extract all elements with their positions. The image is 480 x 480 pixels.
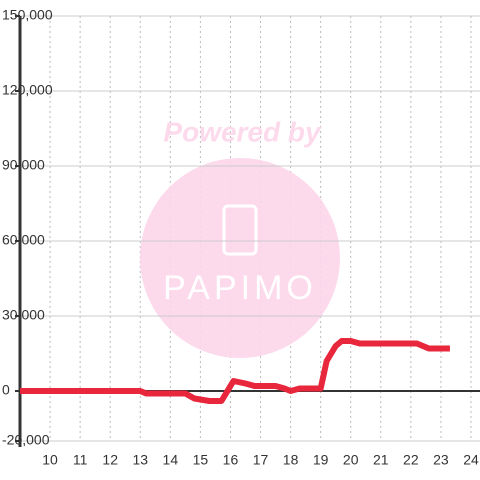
watermark: Powered by PAPIMO [140, 116, 340, 358]
x-tick-label: 17 [253, 452, 269, 468]
watermark-icon [222, 204, 258, 256]
y-tick-label: 120,000 [2, 82, 53, 98]
x-tick-label: 14 [163, 452, 179, 468]
y-tick-label: -20,000 [2, 432, 50, 448]
grid [49, 16, 472, 441]
watermark-logo: PAPIMO [163, 269, 317, 307]
x-tick-label: 16 [223, 452, 239, 468]
y-tick-label: 150,000 [2, 7, 53, 23]
data-line [20, 338, 450, 404]
x-tick-label: 18 [283, 452, 299, 468]
x-tick-label: 15 [193, 452, 209, 468]
y-tick-label: 30,000 [2, 307, 45, 323]
x-tick-label: 22 [403, 452, 419, 468]
x-tick-label: 20 [343, 452, 359, 468]
y-tick-label: 90,000 [2, 157, 45, 173]
x-tick-label: 13 [132, 452, 148, 468]
x-tick-label: 21 [373, 452, 389, 468]
x-tick-label: 24 [463, 452, 479, 468]
y-tick-label: 60,000 [2, 232, 45, 248]
x-tick-label: 11 [73, 452, 88, 468]
x-tick-label: 19 [313, 452, 329, 468]
watermark-circle [140, 158, 340, 358]
x-tick-label: 12 [102, 452, 118, 468]
watermark-title: Powered by [163, 116, 322, 147]
x-tick-label: 10 [42, 452, 58, 468]
x-tick-label: 23 [433, 452, 449, 468]
y-tick-label: 0 [2, 382, 10, 398]
